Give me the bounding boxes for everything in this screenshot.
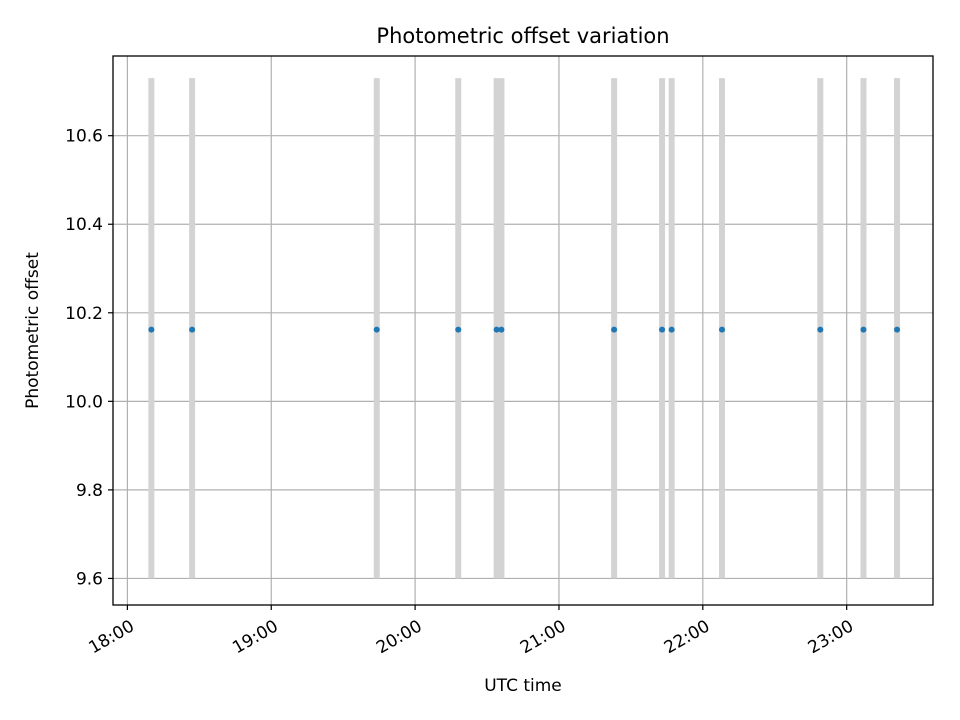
chart-title: Photometric offset variation (376, 24, 669, 48)
data-point (148, 326, 155, 333)
y-axis-label: Photometric offset (23, 252, 43, 409)
data-point (860, 326, 867, 333)
y-tick-label: 10.4 (65, 215, 103, 235)
x-tick-label: 18:00 (85, 616, 137, 658)
y-tick-label: 9.8 (76, 481, 103, 501)
data-point (373, 326, 380, 333)
data-point (611, 326, 618, 333)
data-point (659, 326, 666, 333)
y-tick-label: 10.2 (65, 304, 103, 324)
x-axis-label: UTC time (484, 676, 562, 696)
y-tick-label: 9.6 (76, 569, 103, 589)
x-tick-label: 21:00 (517, 616, 569, 658)
data-point (493, 326, 500, 333)
grid-layer (113, 56, 933, 605)
x-tick-label: 19:00 (229, 616, 281, 658)
y-tick-label: 10.6 (65, 127, 103, 147)
data-point (189, 326, 196, 333)
data-point (894, 326, 901, 333)
point-layer (148, 326, 901, 333)
x-tick-label: 20:00 (373, 616, 425, 658)
plot-frame (112, 55, 934, 606)
x-tick-label: 22:00 (661, 616, 713, 658)
band-layer (148, 78, 901, 579)
data-point (498, 326, 505, 333)
data-point (668, 326, 675, 333)
data-point (719, 326, 726, 333)
x-tick-label: 23:00 (805, 616, 857, 658)
data-point (817, 326, 824, 333)
data-point (455, 326, 462, 333)
y-tick-label: 10.0 (65, 392, 103, 412)
